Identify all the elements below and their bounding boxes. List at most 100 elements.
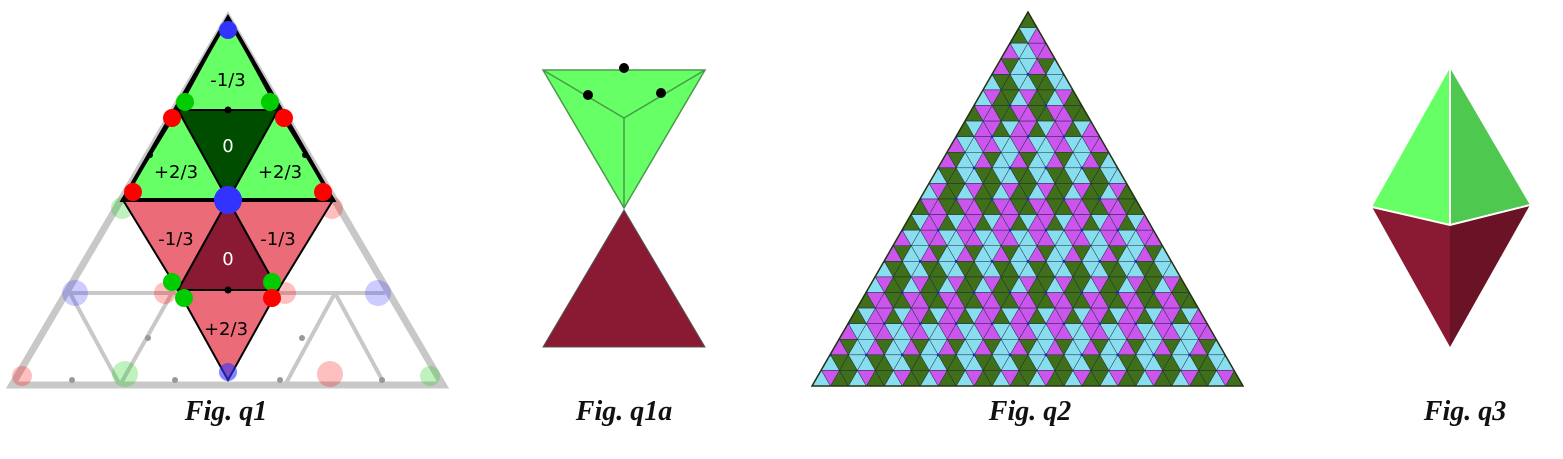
q2-tile xyxy=(1054,183,1074,200)
q2-tile xyxy=(964,339,984,356)
q1-label-bottom: +2/3 xyxy=(204,319,248,340)
q2-tile xyxy=(1108,245,1128,262)
q2-tile xyxy=(1072,370,1092,386)
q2-center-dot xyxy=(1080,353,1084,357)
q2-center-dot xyxy=(990,135,994,139)
fig-q1-diagram: -1/3 0 +2/3 +2/3 -1/3 0 -1/3 +2/3 xyxy=(5,11,450,389)
q2-tile xyxy=(1108,370,1128,386)
q2-tile xyxy=(1009,198,1029,216)
q1-label-upper-left: +2/3 xyxy=(154,162,198,183)
q2-tile xyxy=(1027,167,1047,184)
q2-tile xyxy=(1054,214,1074,231)
q2-tile xyxy=(856,370,876,386)
q2-center-dot xyxy=(1116,353,1120,357)
q2-center-dot xyxy=(1008,166,1012,170)
q2-tile xyxy=(1063,105,1083,122)
q2-tile xyxy=(1054,245,1074,262)
q2-tile xyxy=(856,307,876,325)
q2-center-dot xyxy=(936,353,940,357)
q2-tile xyxy=(1099,167,1119,184)
q2-tile xyxy=(1153,261,1173,278)
q2-tile xyxy=(1144,276,1164,294)
q2-center-dot xyxy=(882,322,886,326)
q2-tile xyxy=(874,307,894,325)
q2-center-dot xyxy=(990,322,994,326)
q2-tile xyxy=(1072,183,1092,200)
q2-tile xyxy=(937,229,957,247)
q2-center-dot xyxy=(1026,322,1030,326)
q2-tile xyxy=(901,229,921,247)
q2-tile xyxy=(865,354,885,371)
q2-tile xyxy=(1063,136,1083,153)
q2-tile xyxy=(1027,354,1047,371)
q2-tile xyxy=(874,339,894,356)
q2-tile xyxy=(973,292,993,309)
q2-tile xyxy=(1090,245,1110,262)
q2-tile xyxy=(1054,370,1074,386)
q1-label-top: -1/3 xyxy=(210,70,245,91)
q2-tile xyxy=(1090,183,1110,200)
q2-tile xyxy=(1198,339,1217,356)
q2-tile xyxy=(1144,370,1164,386)
q2-tile xyxy=(1144,245,1164,262)
q2-center-dot xyxy=(864,353,868,357)
q2-tile xyxy=(1018,27,1038,44)
q2-center-dot xyxy=(1134,259,1138,263)
q2-tile xyxy=(928,307,948,325)
q2-center-dot xyxy=(1170,322,1174,326)
q2-tile xyxy=(1018,58,1038,75)
q2-center-dot xyxy=(1062,197,1066,201)
q2-center-dot xyxy=(1188,353,1192,357)
q1-label-upper-center: 0 xyxy=(222,136,233,157)
q2-tile xyxy=(847,354,867,371)
q2-tile xyxy=(946,276,966,294)
q2-tile xyxy=(991,261,1011,278)
q2-tile xyxy=(1000,276,1020,294)
q2-tile xyxy=(937,261,957,278)
q2-tile xyxy=(1117,292,1137,309)
q2-tile xyxy=(910,245,930,262)
q2-center-dot xyxy=(1116,228,1120,232)
q2-tile xyxy=(991,167,1011,184)
q2-tile xyxy=(1027,198,1047,216)
q2-tile xyxy=(937,198,957,216)
q2-tile xyxy=(1009,136,1029,153)
q2-tile xyxy=(1009,354,1029,371)
q2-tile xyxy=(1135,292,1155,309)
q2-tile xyxy=(1090,307,1110,325)
q2-tile xyxy=(964,307,984,325)
q2-tile xyxy=(1009,229,1029,247)
q2-tile xyxy=(910,307,930,325)
q2-tile xyxy=(991,292,1011,309)
q2-tile xyxy=(982,370,1002,386)
q2-tile xyxy=(973,354,993,371)
q2-tile xyxy=(1099,261,1119,278)
q1-label-lower-center: 0 xyxy=(222,249,233,270)
fig-q1a-diagram xyxy=(541,63,707,348)
q2-tile xyxy=(1027,105,1047,122)
q1-midpoint-dots xyxy=(147,106,308,294)
q2-tile xyxy=(946,245,966,262)
q2-tile xyxy=(1144,339,1164,356)
q2-tile xyxy=(865,292,885,309)
q2-tile xyxy=(1000,120,1020,138)
q2-tile xyxy=(1162,339,1182,356)
q3-green-right-face xyxy=(1450,68,1530,225)
q2-tile xyxy=(892,339,912,356)
q2-center-dot xyxy=(990,259,994,263)
q2-tile xyxy=(991,354,1011,371)
q2-tile xyxy=(1063,167,1083,184)
q2-tile xyxy=(964,183,984,200)
q3-edges xyxy=(1371,68,1531,227)
q2-tile xyxy=(973,198,993,216)
q2-tile xyxy=(1162,307,1182,325)
q2-tile xyxy=(1171,292,1191,309)
q2-center-dot xyxy=(1026,259,1030,263)
q2-tile xyxy=(1171,354,1191,371)
q2-tile xyxy=(937,292,957,309)
q2-tile xyxy=(955,323,975,340)
q2-tile xyxy=(1180,339,1200,356)
q2-tile xyxy=(1009,323,1029,340)
q1-label-lower-left: -1/3 xyxy=(158,229,193,250)
q2-tile xyxy=(1144,307,1164,325)
